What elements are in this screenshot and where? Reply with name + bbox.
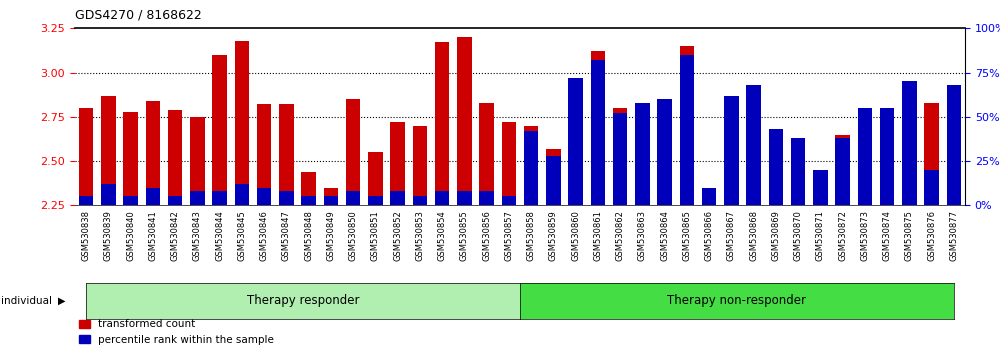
Bar <box>279 104 294 205</box>
Bar <box>813 170 828 205</box>
Bar <box>524 126 538 205</box>
Bar <box>413 196 427 205</box>
Bar <box>657 99 672 205</box>
Bar <box>791 138 805 205</box>
Bar <box>101 96 116 205</box>
Bar <box>613 108 627 205</box>
Bar <box>435 191 449 205</box>
Bar <box>479 103 494 205</box>
Bar <box>924 103 939 205</box>
Bar <box>301 196 316 205</box>
Bar <box>212 55 227 205</box>
Bar <box>769 129 783 205</box>
Bar <box>591 51 605 205</box>
Bar <box>746 120 761 205</box>
Bar <box>123 112 138 205</box>
Bar <box>880 179 894 205</box>
Bar <box>858 135 872 205</box>
Bar <box>724 96 739 205</box>
Bar <box>413 126 427 205</box>
Text: Therapy responder: Therapy responder <box>247 295 359 307</box>
Bar <box>902 81 917 205</box>
Bar <box>101 184 116 205</box>
Bar <box>680 55 694 205</box>
Bar <box>324 188 338 205</box>
Bar <box>724 129 739 205</box>
Bar <box>168 110 182 205</box>
Bar <box>457 37 472 205</box>
Bar <box>746 85 761 205</box>
Bar <box>702 188 716 205</box>
Text: Therapy non-responder: Therapy non-responder <box>667 295 806 307</box>
Bar <box>479 191 494 205</box>
Bar <box>680 46 694 205</box>
Bar <box>657 103 672 205</box>
Bar <box>235 41 249 205</box>
Bar <box>168 196 182 205</box>
Bar <box>835 138 850 205</box>
Bar <box>368 196 383 205</box>
Bar <box>924 170 939 205</box>
Bar <box>235 184 249 205</box>
Bar <box>346 191 360 205</box>
Bar <box>902 101 917 205</box>
Bar <box>346 99 360 205</box>
Bar <box>146 188 160 205</box>
Bar <box>190 191 205 205</box>
Bar <box>702 196 716 205</box>
Bar <box>212 191 227 205</box>
Bar <box>546 149 561 205</box>
Text: ▶: ▶ <box>58 296 66 306</box>
Bar <box>301 172 316 205</box>
Text: GDS4270 / 8168622: GDS4270 / 8168622 <box>75 9 202 22</box>
Bar <box>502 122 516 205</box>
Bar <box>769 129 783 205</box>
Bar <box>635 103 650 205</box>
Bar <box>79 196 93 205</box>
Bar <box>947 97 961 205</box>
Bar <box>324 196 338 205</box>
Bar <box>146 101 160 205</box>
Bar <box>835 135 850 205</box>
Bar <box>390 122 405 205</box>
Bar <box>502 196 516 205</box>
Bar <box>190 117 205 205</box>
Bar <box>613 113 627 205</box>
Bar <box>813 196 828 205</box>
Bar <box>858 108 872 205</box>
Bar <box>568 81 583 205</box>
Bar <box>279 191 294 205</box>
Bar <box>123 196 138 205</box>
Bar <box>524 131 538 205</box>
Bar <box>791 166 805 205</box>
Bar <box>591 60 605 205</box>
Bar <box>947 85 961 205</box>
Legend: transformed count, percentile rank within the sample: transformed count, percentile rank withi… <box>75 315 278 349</box>
Bar <box>257 104 271 205</box>
Bar <box>368 152 383 205</box>
Bar <box>880 108 894 205</box>
Bar <box>79 108 93 205</box>
Bar <box>390 191 405 205</box>
Text: individual: individual <box>1 296 52 306</box>
Bar <box>435 42 449 205</box>
Bar <box>635 103 650 205</box>
Bar <box>457 191 472 205</box>
Bar <box>546 156 561 205</box>
Bar <box>568 78 583 205</box>
Bar <box>257 188 271 205</box>
